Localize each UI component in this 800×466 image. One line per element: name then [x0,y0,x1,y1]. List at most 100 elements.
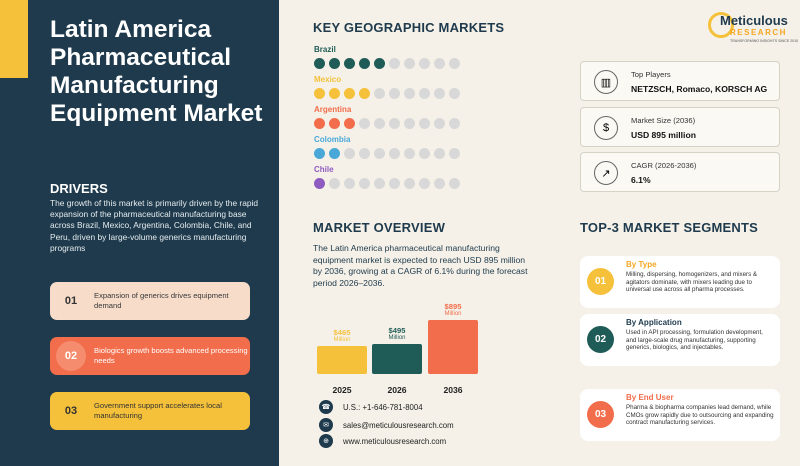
rating-dot-empty [329,178,340,189]
rating-dot-empty [404,118,415,129]
driver-number: 01 [64,295,78,307]
rating-dot-filled [314,58,325,69]
logo: Meticulous RESEARCH TRANSFORMING INSIGHT… [708,11,798,51]
rating-dot-empty [449,148,460,159]
bar-2026 [372,344,422,374]
x-tick-label: 2025 [332,385,352,395]
segment-title: By Type [626,260,657,269]
overview-text: The Latin America pharmaceutical manufac… [313,243,528,288]
rating-dot-filled [329,88,340,99]
bar-value-label: $895 [444,302,462,311]
page-title: Latin America Pharmaceutical Manufacturi… [50,16,263,127]
rating-dot-empty [344,148,355,159]
bar-2025 [317,346,367,374]
rating-dot-empty [404,58,415,69]
drivers-heading: DRIVERS [50,181,108,196]
rating-dot-empty [419,88,430,99]
rating-dot-empty [389,118,400,129]
rating-dot-empty [449,118,460,129]
country-rating-dots [314,58,460,69]
contact-text: www.meticulousresearch.com [343,436,447,446]
rating-dot-empty [374,118,385,129]
driver-text: Biologics growth boosts advanced process… [94,346,248,365]
segment-title: By Application [626,318,682,327]
driver-number: 02 [56,341,86,371]
segments-title: TOP-3 MARKET SEGMENTS [580,220,759,235]
x-tick-label: 2036 [443,385,463,395]
rating-dot-filled [344,88,355,99]
segment-description: Used in API processing, formulation deve… [626,329,763,352]
rating-dot-empty [449,88,460,99]
country-label: Colombia [314,135,351,144]
rating-dot-empty [404,178,415,189]
rating-dot-filled [374,58,385,69]
segment-description: Milling, dispersing, homogenizers, and m… [626,271,758,294]
stat-top-players: ▥ Top Players NETZSCH, Romaco, KORSCH AG [580,61,780,101]
globe-icon: ⊕ [319,434,333,448]
rating-dot-filled [314,148,325,159]
rating-dot-empty [359,178,370,189]
country-label: Chile [314,165,334,174]
country-label: Mexico [314,75,342,84]
drivers-text: The growth of this market is primarily d… [50,198,259,253]
rating-dot-empty [344,178,355,189]
rating-dot-empty [434,148,445,159]
bar-unit-label: Million [444,311,462,317]
country-label: Brazil [314,45,336,54]
rating-dot-empty [389,58,400,69]
rating-dot-empty [359,148,370,159]
accent-bar [0,0,28,78]
country-rating-dots [314,88,460,99]
rating-dot-empty [389,148,400,159]
stat-label: Market Size (2036) [631,116,696,125]
contact-text: U.S.: +1-646-781-8004 [343,402,423,412]
rating-dot-empty [434,178,445,189]
rating-dot-filled [359,88,370,99]
contact-website[interactable]: ⊕ www.meticulousresearch.com [319,434,446,448]
bar-unit-label: Million [333,337,351,343]
rating-dot-filled [344,118,355,129]
rating-dot-filled [344,58,355,69]
rating-dot-filled [314,178,325,189]
rating-dot-empty [359,118,370,129]
driver-card-2: 02 Biologics growth boosts advanced proc… [50,337,250,375]
segment-number: 01 [587,268,614,295]
overview-title: MARKET OVERVIEW [313,220,446,235]
rating-dot-empty [374,178,385,189]
stat-market-size: $ Market Size (2036) USD 895 million [580,107,780,147]
driver-text: Expansion of generics drives equipment d… [94,291,229,310]
country-rating-dots [314,178,460,189]
rating-dot-empty [434,88,445,99]
money-bag-icon: $ [594,116,618,140]
stat-value: USD 895 million [631,130,696,140]
rating-dot-empty [404,148,415,159]
segment-number: 02 [587,326,614,353]
stat-value: 6.1% [631,175,651,185]
bar-2036 [428,320,478,374]
segment-description: Pharma & biopharma companies lead demand… [626,404,774,427]
logo-sub: RESEARCH [730,28,787,37]
rating-dot-empty [434,118,445,129]
rating-dot-empty [449,58,460,69]
segment-card: 03 By End User Pharma & biopharma companie… [580,389,780,441]
logo-tagline: TRANSFORMING INSIGHTS SINCE 2010 [730,39,799,43]
rating-dot-empty [404,88,415,99]
rating-dot-filled [359,58,370,69]
bar-value-label: $465 [333,328,351,337]
rating-dot-empty [419,148,430,159]
bar-chart-icon: ▥ [594,70,618,94]
rating-dot-empty [374,148,385,159]
bar-value-label: $495 [388,326,406,335]
driver-card-3: 03 Government support accelerates local … [50,392,250,430]
contact-phone[interactable]: ☎ U.S.: +1-646-781-8004 [319,400,423,414]
rating-dot-empty [419,178,430,189]
driver-card-1: 01 Expansion of generics drives equipmen… [50,282,250,320]
rating-dot-filled [314,88,325,99]
stat-label: CAGR (2026-2036) [631,161,697,170]
rating-dot-empty [374,88,385,99]
segment-card: 02 By Application Used in API processing, … [580,314,780,366]
segment-title: By End User [626,393,674,402]
stat-value: NETZSCH, Romaco, KORSCH AG [631,84,768,94]
contact-email[interactable]: ✉ sales@meticulousresearch.com [319,418,454,432]
stat-label: Top Players [631,70,671,79]
